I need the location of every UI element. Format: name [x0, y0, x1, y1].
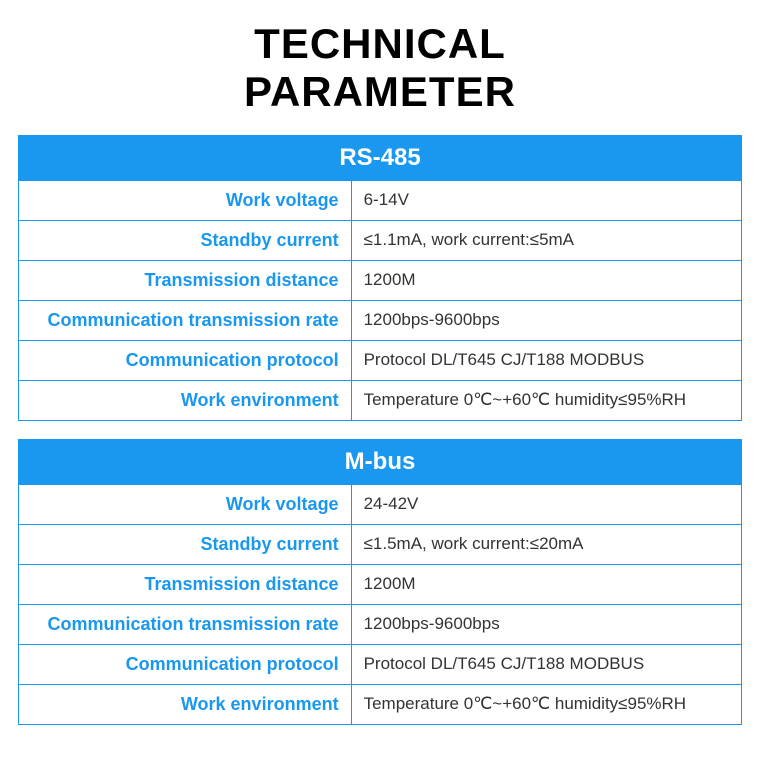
spec-table: RS-485Work voltage6-14VStandby current≤1… [18, 135, 742, 421]
param-value: 1200M [351, 260, 741, 300]
table-row: Work environmentTemperature 0℃~+60℃ humi… [19, 380, 742, 420]
table-header: M-bus [19, 439, 742, 484]
table-header: RS-485 [19, 135, 742, 180]
param-label: Communication transmission rate [19, 604, 352, 644]
param-value: 24-42V [351, 484, 741, 524]
table-row: Work environmentTemperature 0℃~+60℃ humi… [19, 684, 742, 724]
tables-container: RS-485Work voltage6-14VStandby current≤1… [18, 135, 742, 725]
param-label: Communication protocol [19, 644, 352, 684]
title-line-1: TECHNICAL [254, 20, 506, 67]
param-value: 1200bps-9600bps [351, 604, 741, 644]
param-label: Work environment [19, 684, 352, 724]
table-row: Communication protocolProtocol DL/T645 C… [19, 340, 742, 380]
param-value: 1200M [351, 564, 741, 604]
param-label: Communication transmission rate [19, 300, 352, 340]
param-label: Communication protocol [19, 340, 352, 380]
param-label: Standby current [19, 524, 352, 564]
table-row: Communication protocolProtocol DL/T645 C… [19, 644, 742, 684]
param-value: 1200bps-9600bps [351, 300, 741, 340]
title-line-2: PARAMETER [244, 68, 516, 115]
param-value: Temperature 0℃~+60℃ humidity≤95%RH [351, 380, 741, 420]
param-value: Protocol DL/T645 CJ/T188 MODBUS [351, 340, 741, 380]
table-row: Work voltage6-14V [19, 180, 742, 220]
page-title: TECHNICAL PARAMETER [18, 20, 742, 117]
param-value: Protocol DL/T645 CJ/T188 MODBUS [351, 644, 741, 684]
table-row: Transmission distance1200M [19, 564, 742, 604]
param-label: Transmission distance [19, 260, 352, 300]
table-row: Communication transmission rate1200bps-9… [19, 300, 742, 340]
table-row: Transmission distance1200M [19, 260, 742, 300]
table-row: Communication transmission rate1200bps-9… [19, 604, 742, 644]
param-value: 6-14V [351, 180, 741, 220]
param-label: Work voltage [19, 180, 352, 220]
table-row: Standby current≤1.5mA, work current:≤20m… [19, 524, 742, 564]
param-value: Temperature 0℃~+60℃ humidity≤95%RH [351, 684, 741, 724]
table-row: Work voltage24-42V [19, 484, 742, 524]
table-row: Standby current≤1.1mA, work current:≤5mA [19, 220, 742, 260]
param-value: ≤1.5mA, work current:≤20mA [351, 524, 741, 564]
param-label: Standby current [19, 220, 352, 260]
param-label: Transmission distance [19, 564, 352, 604]
param-label: Work environment [19, 380, 352, 420]
spec-table: M-busWork voltage24-42VStandby current≤1… [18, 439, 742, 725]
param-value: ≤1.1mA, work current:≤5mA [351, 220, 741, 260]
param-label: Work voltage [19, 484, 352, 524]
